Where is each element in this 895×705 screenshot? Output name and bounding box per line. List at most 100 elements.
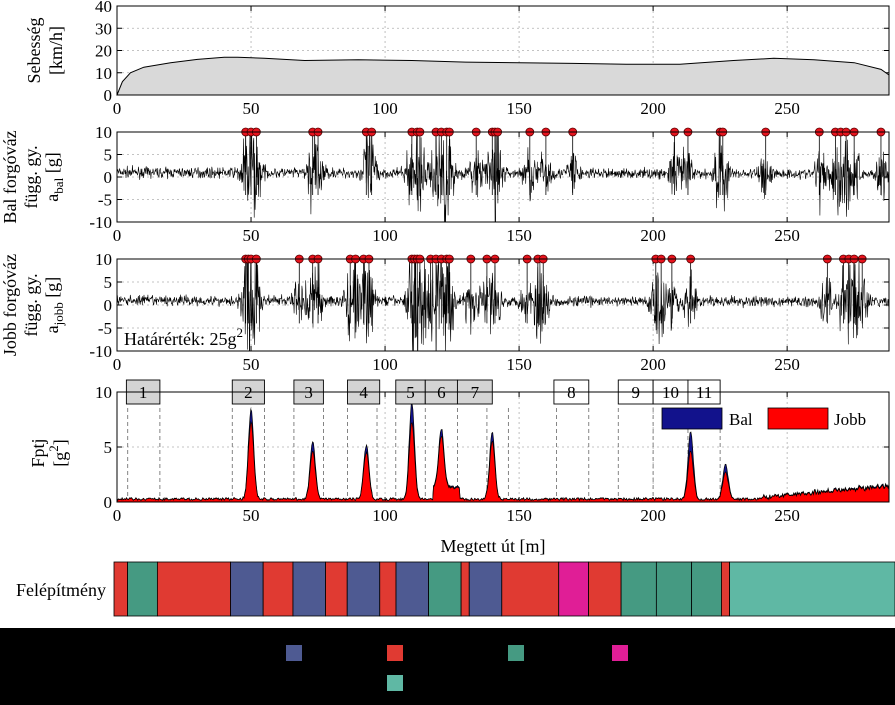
y-tick-label: 10 <box>95 250 112 269</box>
y-tick-label: 30 <box>95 19 112 38</box>
structure-segment-red <box>379 561 397 617</box>
y-tick-label: 0 <box>104 86 113 105</box>
structure-strip: Felépítmény <box>16 561 895 617</box>
threshold-annotation-sup: 2 <box>236 325 243 340</box>
legend-swatch-jobb <box>767 407 829 430</box>
ylabel-line-2: függ. gy. <box>21 145 41 208</box>
threshold-annotation: Határérték: 25g2 <box>124 325 243 349</box>
x-tick-label: 150 <box>506 226 532 245</box>
x-tick-label: 50 <box>243 355 260 374</box>
structure-segment-blue <box>292 561 326 617</box>
ylabel-line-2: függ. gy. <box>21 273 41 336</box>
x-tick-label: 200 <box>640 99 666 118</box>
ylabel-line-1: Jobb forgóváz <box>0 254 20 356</box>
ylabel-line-1: Fptj <box>28 438 48 467</box>
x-tick-label: 0 <box>113 506 122 525</box>
x-tick-label: 0 <box>113 355 122 374</box>
y-axis-title: Fptj [g2] <box>28 438 70 467</box>
speed-area <box>116 56 890 96</box>
acceleration-signal-bal <box>117 132 889 222</box>
x-tick-label: 0 <box>113 226 122 245</box>
ylabel-line-1: Bal forgóváz <box>0 130 20 223</box>
legend-swatch-red <box>387 645 403 661</box>
x-tick-label: 200 <box>640 226 666 245</box>
y-tick-label: 10 <box>95 123 112 142</box>
x-tick-label: 150 <box>506 99 532 118</box>
x-tick-label: 250 <box>774 99 800 118</box>
y-tick-label: 5 <box>104 438 113 457</box>
structure-segment-teal <box>655 561 693 617</box>
structure-segment-blue <box>468 561 503 617</box>
series-area-jobb <box>116 420 890 503</box>
axes-frame <box>116 5 890 96</box>
x-tick-label: 0 <box>113 99 122 118</box>
x-tick-label: 150 <box>506 355 532 374</box>
legend-label-bal: Bal <box>729 410 753 429</box>
ylabel-subscript: bal <box>51 177 66 193</box>
axes-frame <box>116 131 890 223</box>
ylabel-subscript: jobb <box>51 302 66 326</box>
y-tick-label: 0 <box>104 296 113 315</box>
structure-segment-blue <box>230 561 264 617</box>
y-tick-label: -10 <box>89 213 112 232</box>
legend: Bal Jobb <box>661 407 866 430</box>
structure-segment-lightteal <box>729 561 895 617</box>
structure-segment-red <box>325 561 348 617</box>
ylabel-close: ] <box>50 439 70 445</box>
x-tick-label: 50 <box>243 506 260 525</box>
x-tick-label: 150 <box>506 506 532 525</box>
structure-segment-teal <box>620 561 657 617</box>
structure-segment-magenta <box>558 561 589 617</box>
axes-frame <box>116 391 890 503</box>
ylabel-unit: [g] <box>42 152 62 178</box>
y-tick-label: 0 <box>104 168 113 187</box>
structure-segment-teal <box>428 561 462 617</box>
x-tick-label: 50 <box>243 99 260 118</box>
x-tick-label: 100 <box>372 506 398 525</box>
ylabel-line-2: [km/h] <box>46 26 66 75</box>
y-tick-label: 40 <box>95 0 112 16</box>
y-tick-label: 0 <box>104 493 113 512</box>
x-tick-label: 200 <box>640 355 666 374</box>
y-tick-label: -5 <box>98 191 112 210</box>
structure-label: Felépítmény <box>16 580 106 600</box>
structure-segment-red <box>156 561 232 617</box>
ylabel-line-2: [g <box>50 452 70 467</box>
structure-segment-red <box>262 561 294 617</box>
ylabel-unit: [g] <box>42 277 62 303</box>
structure-segment-red <box>460 561 470 617</box>
acceleration-signal-jobb <box>117 259 889 351</box>
structure-segment-red <box>113 561 128 617</box>
structure-segment-teal <box>691 561 722 617</box>
ylabel-line-3: a <box>42 325 62 333</box>
x-tick-label: 250 <box>774 355 800 374</box>
legend-swatch-blue <box>286 645 302 661</box>
legend-swatch-magenta <box>612 645 628 661</box>
x-axis-title: Megtett út [m] <box>441 536 546 556</box>
axes-frame <box>116 258 890 352</box>
y-tick-label: 5 <box>104 273 113 292</box>
legend-swatch-lightteal <box>387 675 403 691</box>
y-axis-title: Bal forgóvázfügg. gy.abal [g] <box>0 130 66 223</box>
legend-label-jobb: Jobb <box>834 410 866 429</box>
threshold-annotation-text: Határérték: 25g <box>124 329 236 349</box>
y-tick-label: 10 <box>95 64 112 83</box>
y-tick-label: -5 <box>98 319 112 338</box>
legend-swatch-bal <box>661 407 723 430</box>
y-axis-title: Jobb forgóvázfügg. gy.ajobb [g] <box>0 254 66 356</box>
structure-segment-red <box>501 561 560 617</box>
x-tick-label: 200 <box>640 506 666 525</box>
x-tick-label: 250 <box>774 226 800 245</box>
x-tick-label: 100 <box>372 355 398 374</box>
structure-segment-blue <box>395 561 429 617</box>
y-tick-label: 10 <box>95 383 112 402</box>
x-tick-label: 50 <box>243 226 260 245</box>
structure-segment-teal <box>127 561 158 617</box>
legend-swatch-teal <box>508 645 524 661</box>
y-tick-label: -10 <box>89 342 112 361</box>
ylabel-line-1: Sebesség <box>24 18 44 84</box>
